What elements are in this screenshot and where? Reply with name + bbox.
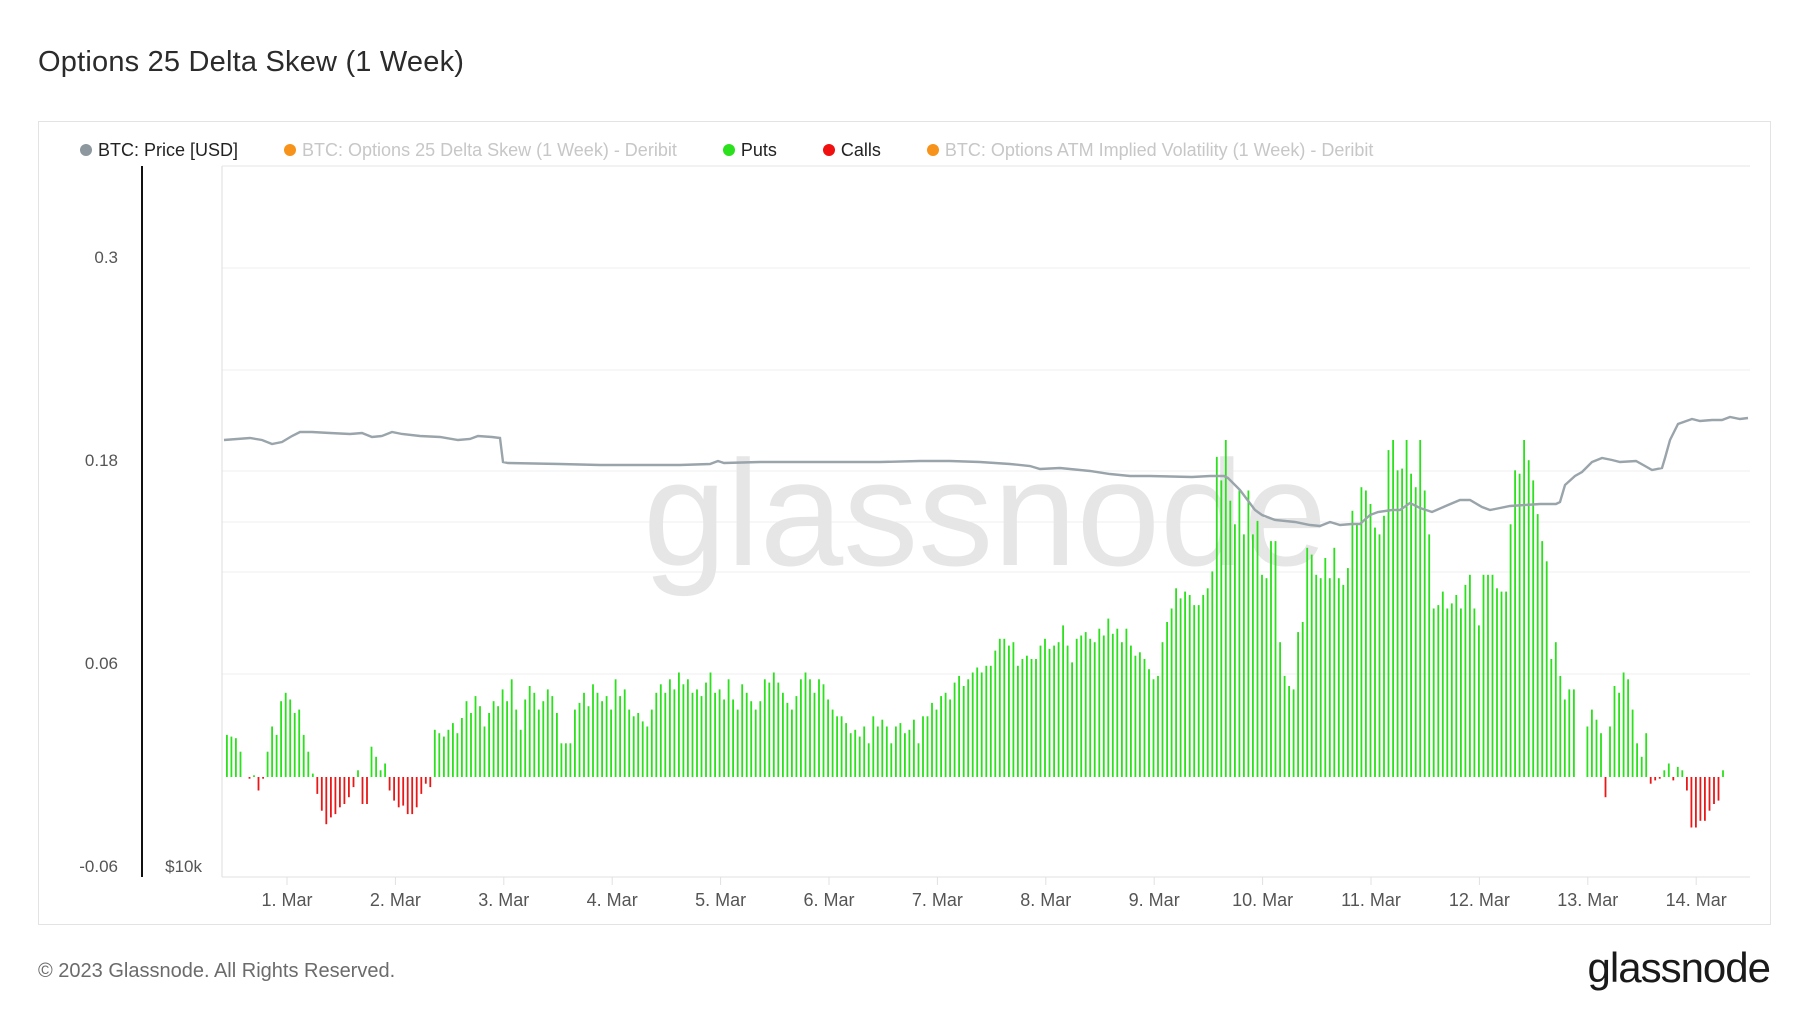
y-tick-label: 0.06 bbox=[84, 654, 118, 673]
x-tick-label: 6. Mar bbox=[803, 890, 855, 910]
price-line bbox=[223, 415, 1749, 528]
x-tick-label: 8. Mar bbox=[1020, 890, 1072, 910]
legend-label: Puts bbox=[740, 139, 777, 160]
x-tick-label: 5. Mar bbox=[695, 890, 747, 910]
glassnode-logo: glassnode bbox=[1587, 944, 1771, 991]
legend-item-atm-iv[interactable]: BTC: Options ATM Implied Volatility (1 W… bbox=[926, 139, 1374, 161]
x-tick-label: 12. Mar bbox=[1448, 890, 1510, 910]
legend-item-25-delta-skew[interactable]: BTC: Options 25 Delta Skew (1 Week) - De… bbox=[284, 140, 677, 161]
legend-dot-icon bbox=[722, 144, 735, 156]
x-tick-label: 3. Mar bbox=[478, 890, 530, 910]
x-tick-label: 7. Mar bbox=[911, 890, 963, 910]
legend-item-calls[interactable]: Calls bbox=[822, 139, 881, 161]
watermark: glassnode bbox=[643, 429, 1327, 597]
price-axis-label: $10k bbox=[165, 857, 202, 876]
x-tick-label: 1. Mar bbox=[261, 890, 313, 910]
legend-dot-icon bbox=[926, 144, 939, 156]
chart-container bbox=[38, 121, 1771, 925]
x-tick-label: 9. Mar bbox=[1128, 890, 1180, 910]
page-title: Options 25 Delta Skew (1 Week) bbox=[38, 46, 465, 78]
y-tick-label: -0.06 bbox=[79, 857, 118, 876]
legend-label: BTC: Price [USD] bbox=[98, 139, 239, 160]
skew-bars bbox=[226, 440, 1724, 828]
chart-legend: BTC: Price [USD] BTC: Options 25 Delta S… bbox=[80, 138, 1419, 162]
y-tick-label: 0.3 bbox=[94, 248, 118, 267]
x-tick-label: 4. Mar bbox=[586, 890, 638, 910]
y-tick-label: 0.18 bbox=[84, 451, 118, 470]
x-tick-label: 11. Mar bbox=[1341, 890, 1401, 910]
legend-item-btc-price[interactable]: BTC: Price [USD] bbox=[80, 140, 238, 161]
x-tick-label: 10. Mar bbox=[1232, 890, 1294, 910]
legend-label: BTC: Options 25 Delta Skew (1 Week) - De… bbox=[302, 139, 677, 160]
x-tick-label: 13. Mar bbox=[1557, 890, 1619, 910]
x-tick-label: 14. Mar bbox=[1665, 890, 1727, 910]
x-tick-label: 2. Mar bbox=[369, 890, 421, 910]
x-axis-ticks bbox=[286, 877, 1697, 885]
legend-label: BTC: Options ATM Implied Volatility (1 W… bbox=[944, 139, 1374, 160]
legend-dot-icon bbox=[822, 144, 835, 156]
legend-label: Calls bbox=[840, 139, 881, 160]
legend-item-puts[interactable]: Puts bbox=[722, 139, 777, 161]
legend-dot-icon bbox=[284, 144, 297, 156]
copyright-text: © 2023 Glassnode. All Rights Reserved. bbox=[38, 960, 396, 982]
legend-dot-icon bbox=[80, 144, 92, 156]
